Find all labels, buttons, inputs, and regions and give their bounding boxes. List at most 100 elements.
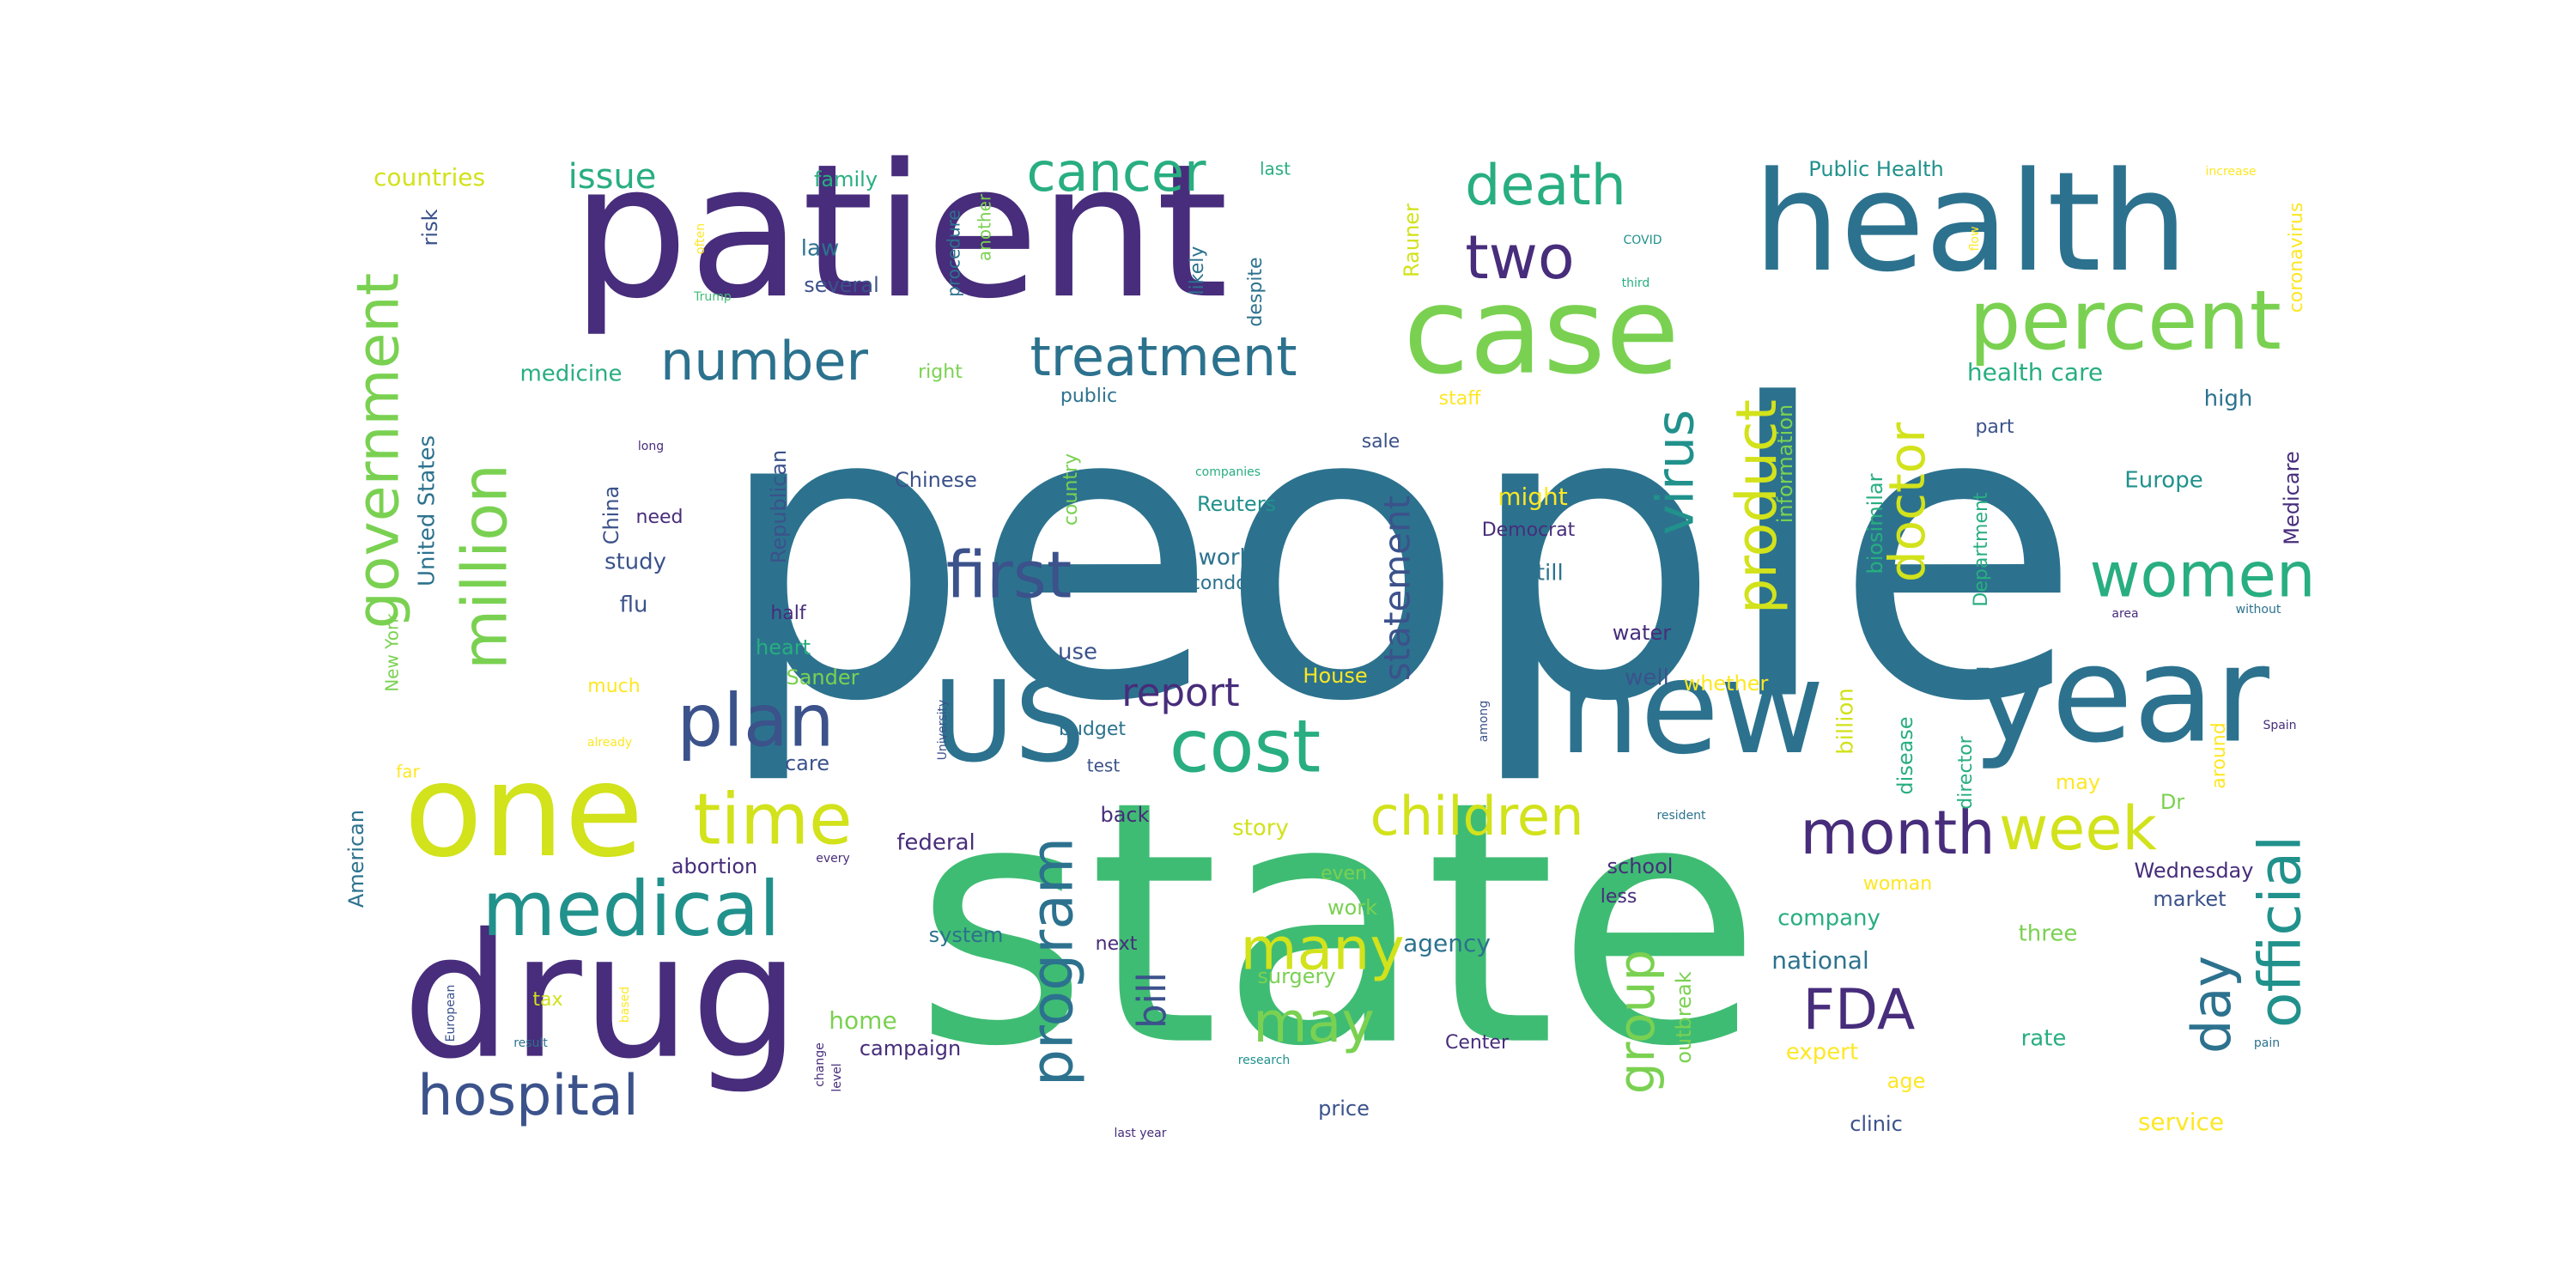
word-research: research [1238,1054,1291,1067]
word-whether: whether [1684,671,1769,696]
word-women: women [2089,539,2315,611]
word-campaign: campaign [860,1036,961,1060]
word-area: area [2111,607,2138,621]
word-half: half [770,603,807,624]
word-need: need [636,507,683,528]
word-group: group [1607,950,1666,1094]
word-health: health [1753,142,2188,302]
word-likely: likely [1187,246,1208,295]
word-level: level [830,1063,844,1091]
word-medicare: Medicare [2280,451,2304,544]
word-bill: bill [1129,972,1175,1029]
word-spain: Spain [2263,719,2296,732]
word-agency: agency [1403,929,1491,957]
word-flu: flu [620,592,648,618]
word-story: story [1232,816,1289,841]
word-last: last [1260,159,1291,179]
word-procedure: procedure [944,210,964,296]
word-budget: budget [1059,719,1126,740]
word-plan: plan [677,678,835,763]
word-public: public [1060,386,1117,407]
word-change: change [813,1042,827,1087]
word-state: state [914,730,1762,1120]
word-cancer: cancer [1026,141,1206,204]
word-back: back [1100,803,1149,827]
word-water: water [1613,621,1672,645]
word-family: family [814,167,878,191]
word-school: school [1607,854,1674,878]
word-among: among [1477,701,1491,743]
word-coronavirus: coronavirus [2286,203,2307,313]
word-abortion: abortion [671,854,757,878]
word-time: time [693,779,852,860]
word-case: case [1403,262,1680,402]
word-month: month [1800,798,1995,868]
word-less: less [1601,886,1637,908]
word-medicine: medicine [519,361,622,387]
word-many: many [1240,916,1404,984]
word-university: University [936,700,950,761]
word-billion: billion [1833,688,1859,755]
word-national: national [1771,946,1868,975]
word-official: official [2247,835,2315,1028]
word-people: people [714,320,2081,790]
word-director: director [1955,735,1977,809]
word-hospital: hospital [417,1064,639,1128]
word-long: long [638,440,664,453]
word-price: price [1318,1097,1370,1121]
word-country: country [1060,453,1082,526]
word-resident: resident [1656,809,1706,823]
word-rate: rate [2021,1026,2067,1052]
word-third: third [1622,276,1650,290]
word-drug: drug [403,897,800,1097]
word-much: much [587,676,640,697]
word-two: two [1465,222,1575,293]
word-year: year [1972,617,2269,772]
word-increase: increase [2205,165,2256,179]
word-often: often [694,223,708,254]
word-sale: sale [1362,431,1400,453]
word-flow: flow [1968,227,1982,252]
word-cost: cost [1170,704,1321,789]
word-service: service [2138,1108,2224,1136]
word-us: US [933,657,1085,787]
word-fda: FDA [1803,978,1916,1042]
word-democrat: Democrat [1482,519,1576,541]
word-test: test [1087,756,1121,776]
word-chinese: Chinese [895,468,977,492]
word-might: might [1498,483,1568,511]
word-european: European [444,985,458,1042]
word-statement: statement [1376,495,1419,681]
word-system: system [929,923,1004,947]
word-without: without [2236,603,2281,617]
word-public-health: Public Health [1808,157,1943,181]
word-death: death [1465,154,1626,218]
word-medical: medical [483,865,781,953]
word-next: next [1096,933,1138,955]
word-china: China [599,486,623,545]
word-well: well [1625,665,1669,691]
word-based: based [618,987,632,1023]
word-around: around [2208,722,2230,788]
word-tax: tax [532,989,562,1011]
word-dr: Dr [2160,790,2184,814]
word-federal: federal [896,830,975,856]
word-new-york: New York [382,613,403,692]
word-use: use [1058,640,1097,665]
word-united-states: United States [415,435,440,586]
word-virus: virus [1646,410,1706,535]
word-several: several [804,273,878,297]
word-patient: patient [571,124,1228,339]
word-number: number [660,330,868,392]
word-children: children [1370,785,1584,848]
word-last-year: last year [1115,1127,1167,1140]
word-treatment: treatment [1030,325,1297,388]
word-three: three [2019,921,2078,947]
word-issue: issue [568,157,657,197]
word-age: age [1887,1069,1926,1093]
word-pain: pain [2254,1036,2280,1050]
word-disease: disease [1893,716,1917,794]
word-europe: Europe [2124,468,2202,494]
word-clinic: clinic [1850,1112,1903,1136]
word-law: law [801,236,839,262]
